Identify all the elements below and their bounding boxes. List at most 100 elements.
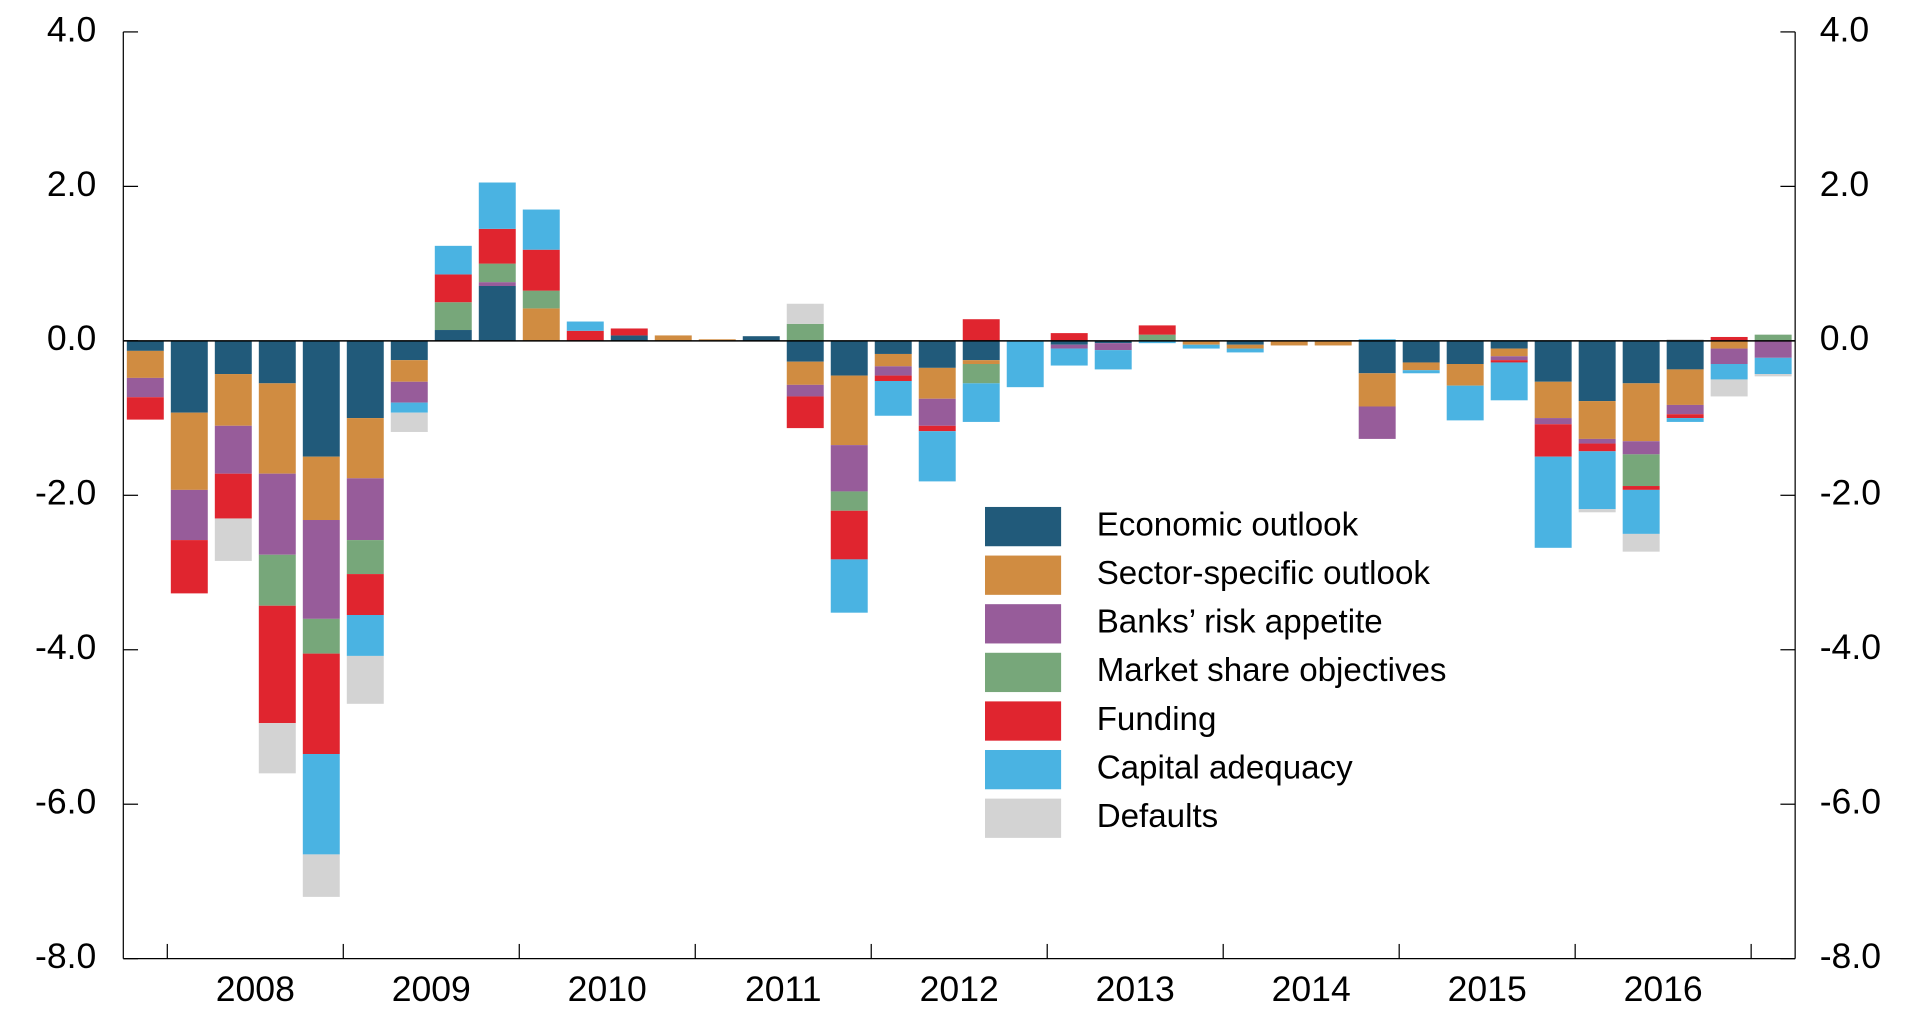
x-tick-label: 2008 [216,969,295,1009]
bar-segment [478,228,516,264]
bar-segment [1622,383,1660,442]
legend-label: Capital adequacy [1097,749,1353,786]
bar-segment [1358,340,1396,374]
legend-swatch [985,701,1062,741]
bar-segment [874,340,912,354]
bar-segment [302,520,340,619]
y2-tick-label: 0.0 [1820,318,1869,358]
bar-segment [786,396,824,429]
y2-tick-label: 4.0 [1820,9,1869,49]
x-tick-label: 2013 [1096,969,1175,1009]
bar-segment [610,328,648,336]
bar-segment [1534,456,1572,548]
bar-segment [1094,350,1132,370]
bar-segment [214,518,252,561]
bar-segment [522,290,560,309]
bar-segment [698,339,736,341]
legend-swatch [985,555,1062,595]
bar-segment [1314,340,1352,346]
bar-segment [1490,360,1528,363]
bar-segment [1578,443,1616,452]
legend-label: Economic outlook [1097,506,1359,543]
bar-segment [1138,325,1176,335]
bar-segment [1578,509,1616,513]
bar-segment [1050,344,1088,349]
bar-segment [1710,379,1748,397]
bar-segment [1446,385,1484,421]
bar-segment [786,303,824,324]
bar-segment [1622,533,1660,552]
bar-segment [786,361,824,385]
bar-segment [830,510,868,560]
bar-segment [126,377,164,398]
y2-tick-label: -4.0 [1820,627,1881,667]
bar-segment [1050,333,1088,341]
bar-segment [346,655,384,704]
bar-segment [874,353,912,367]
bar-segment [346,418,384,479]
bar-segment [1534,381,1572,419]
legend-label: Defaults [1097,798,1219,835]
legend-label: Banks’ risk appetite [1097,604,1383,641]
bar-segment [918,367,956,399]
y-tick-label: 2.0 [47,164,96,204]
bar-segment [1094,343,1132,351]
bar-segment [258,723,296,774]
y-tick-label: 4.0 [47,9,96,49]
bar-segment [1578,340,1616,402]
bar-segment [522,209,560,250]
x-tick-label: 2010 [568,969,647,1009]
bar-segment [1754,334,1792,341]
bar-segment [786,323,824,341]
bar-segment [478,182,516,229]
bar-segment [874,366,912,376]
bar-segment [1622,454,1660,487]
bar-segment [126,340,164,351]
legend-swatch [985,749,1062,790]
bar-segment [478,263,516,283]
bar-segment [1050,340,1088,345]
x-tick-label: 2015 [1448,969,1527,1009]
bar-segment [1226,348,1264,353]
bar-segment [962,383,1000,422]
legend-swatch [985,652,1062,693]
bar-segment [390,402,428,413]
bar-segment [962,360,1000,365]
bar-segment [1490,348,1528,357]
bar-segment [786,384,824,397]
legend-swatch [985,798,1062,838]
bar-segment [1490,362,1528,401]
bar-segment [170,489,208,541]
legend-swatch [985,604,1062,644]
bar-segment [302,456,340,521]
bar-segment [434,274,472,303]
legend-label: Funding [1097,701,1217,738]
x-tick-label: 2014 [1272,969,1351,1009]
bar-segment [830,445,868,492]
bar-segment [654,335,692,341]
bar-segment [1534,340,1572,382]
bar-segment [918,398,956,426]
bar-segment [830,375,868,446]
bar-segment [566,330,604,341]
bar-segment [214,374,252,426]
bar-segment [302,754,340,855]
bar-segment [962,319,1000,341]
bar-segment [258,554,296,606]
y2-tick-label: -6.0 [1820,782,1881,822]
bar-segment [258,605,296,724]
bar-segment [1182,340,1220,345]
bar-segment [214,425,252,474]
bar-segment [1490,356,1528,361]
bar-segment [302,618,340,654]
y2-tick-label: 2.0 [1820,164,1869,204]
bar-segment [434,330,472,341]
bar-segment [1402,370,1440,374]
bar-segment [1402,340,1440,363]
y2-tick-label: -8.0 [1820,936,1881,976]
legend-swatch [985,506,1062,547]
bar-segment [1754,340,1792,358]
bar-segment [170,540,208,594]
bar-segment [126,397,164,420]
bar-segment [830,491,868,511]
